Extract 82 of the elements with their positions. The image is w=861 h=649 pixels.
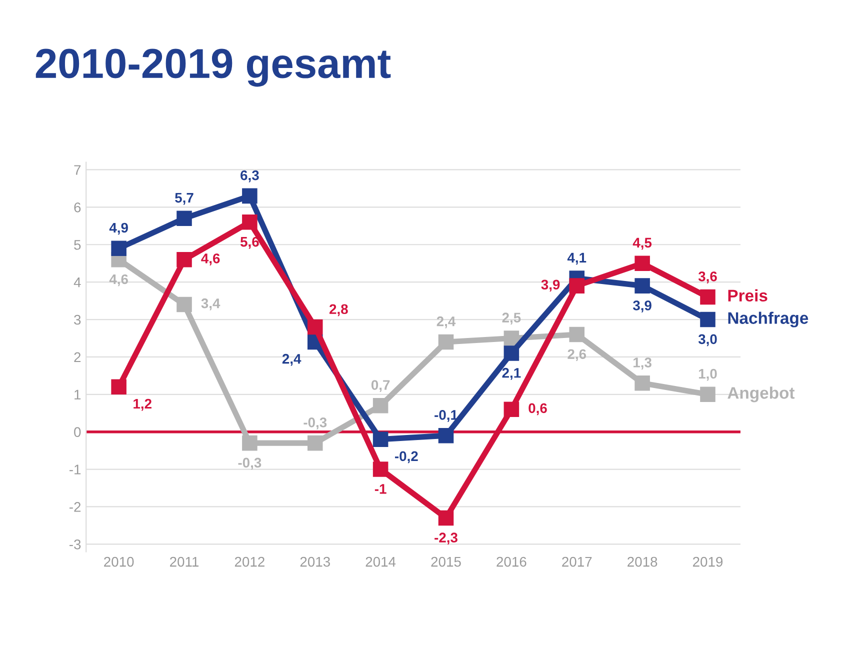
y-tick-label: 4 [74,278,81,288]
data-label: 6,3 [240,170,259,182]
y-tick-label: 6 [74,202,81,212]
point [372,398,388,414]
data-label: 2,1 [502,368,521,380]
x-tick-label: 2018 [628,556,658,567]
point [700,289,716,305]
data-label: 2,4 [282,354,302,366]
x-tick-label: 2014 [366,556,396,567]
data-label: -0,1 [434,410,458,422]
data-label: 3,9 [541,280,560,292]
point [176,210,192,226]
y-tick-label: -1 [70,464,81,474]
data-label: 5,6 [240,236,259,249]
x-tick-label: 2016 [496,556,526,567]
data-label: 2,6 [568,349,586,362]
point [569,278,585,294]
point [504,346,520,361]
data-label: 1,2 [134,398,152,411]
point [700,312,716,328]
data-label: 3,0 [698,334,717,346]
x-tick-label: 2010 [104,556,134,567]
point [372,432,388,447]
y-tick-label: 1 [74,390,81,400]
y-tick-label: -3 [70,539,81,550]
x-tick-label: 2012 [234,556,264,567]
y-tick-label: -2 [70,502,81,512]
data-label: 4,1 [567,252,586,265]
data-label: -2,3 [434,532,458,545]
x-tick-label: 2017 [562,556,592,567]
data-label: -1 [374,484,386,494]
point [307,319,323,335]
point [242,214,258,230]
point [634,278,650,294]
point [438,428,454,444]
data-label: 2,5 [502,312,521,325]
point [176,296,192,312]
point [307,435,323,451]
data-label: 4,5 [632,238,652,250]
series-label: Preis [728,289,768,302]
data-label: 2,4 [436,316,456,328]
data-label: 3,9 [632,300,652,312]
data-label: 1,0 [698,368,717,381]
series-label: Nachfrage [728,312,808,328]
data-label: 2,8 [329,304,348,316]
x-tick-label: 2011 [170,556,199,567]
data-label: 3,4 [201,298,220,310]
point [438,334,454,350]
chart-title: 2010-2019 gesamt [36,48,391,87]
point [504,402,520,418]
point [242,435,258,451]
x-tick-label: 2013 [300,556,330,567]
point [242,188,258,204]
data-label: 0,6 [528,403,547,416]
data-label: 4,9 [109,222,128,235]
data-label: 4,6 [109,274,128,286]
point [569,326,585,342]
point [634,256,650,271]
y-tick-label: 3 [74,314,81,325]
data-label: 1,3 [634,358,652,370]
data-label: 3,6 [698,271,717,284]
point [634,376,650,391]
point [700,386,716,402]
data-label: -0,3 [304,418,327,430]
y-tick-label: 2 [74,352,81,362]
data-label: 4,6 [201,253,220,266]
series-label: Angebot [728,386,795,402]
data-label: -0,2 [394,451,418,464]
data-label: -0,3 [238,458,262,470]
x-tick-label: 2019 [692,556,723,567]
point [504,330,520,346]
point [111,379,126,395]
y-tick-label: 5 [74,240,81,250]
data-label: 0,7 [371,380,390,392]
point [111,240,126,256]
y-tick-label: 0 [74,427,81,438]
point [176,252,192,268]
point [372,462,388,477]
point [438,510,454,526]
y-tick-label: 7 [74,165,81,175]
x-tick-label: 2015 [431,556,461,567]
data-label: 5,7 [175,193,194,205]
